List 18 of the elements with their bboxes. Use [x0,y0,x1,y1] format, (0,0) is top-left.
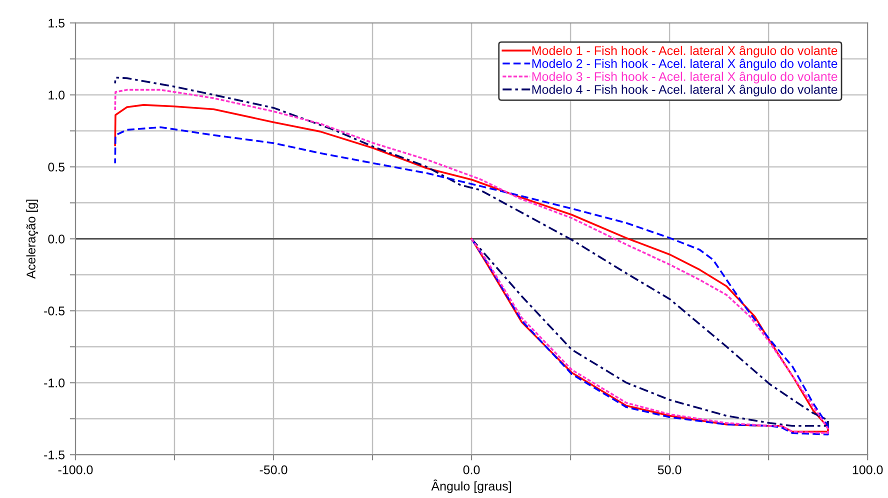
x-tick-label: 100.0 [852,465,883,474]
legend-label: Modelo 4 - Fish hook - Acel. lateral X ângulo do volante [532,84,838,96]
y-tick-label: -0.5 [44,306,65,316]
legend-label: Modelo 2 - Fish hook - Acel. lateral X ângulo do volante [532,58,838,70]
y-tick-label: 1.5 [48,18,65,28]
legend-label: Modelo 3 - Fish hook - Acel. lateral X ângulo do volante [532,72,838,84]
x-tick-label: -100.0 [58,465,93,474]
x-tick-label: -50.0 [260,465,288,474]
y-tick-label: 1.0 [48,90,65,100]
y-axis-title: Aceleração [g] [26,200,38,279]
legend-label: Modelo 1 - Fish hook - Acel. lateral X ângulo do volante [532,46,838,58]
y-tick-label: 0.5 [48,162,65,172]
y-tick-label: -1.5 [44,450,65,460]
y-tick-label: 0.0 [48,234,65,244]
y-tick-label: -1.0 [44,378,65,388]
x-tick-label: 50.0 [658,465,682,474]
x-tick-label: 0.0 [463,465,480,474]
x-axis-title: Ângulo [graus] [431,480,511,494]
